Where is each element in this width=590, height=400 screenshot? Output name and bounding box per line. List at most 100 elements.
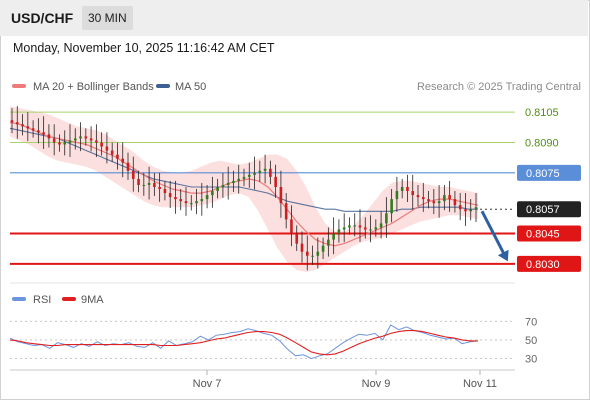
candle-body [226, 182, 230, 185]
rsi-tick-label-70: 70 [525, 316, 537, 328]
candle-body [374, 227, 378, 230]
candle-body [68, 140, 72, 143]
candle-body [269, 168, 272, 177]
candle-body [427, 199, 430, 202]
candle-body [174, 197, 177, 200]
rsi-tick-label-30: 30 [525, 354, 537, 366]
x-axis-layer: Nov 7 Nov 9 Nov 11 [193, 370, 497, 390]
level-label-r2: 0.8105 [525, 107, 559, 119]
candle-body [84, 136, 88, 139]
level-label-pivot: 0.8075 [526, 168, 560, 180]
candle-body [232, 180, 235, 183]
candle-body [353, 225, 357, 227]
candle-body [47, 134, 51, 139]
candle-body [95, 140, 98, 143]
candle-body [126, 162, 130, 171]
candle-body [443, 195, 446, 202]
candle-body [469, 209, 473, 212]
candle-body [247, 174, 251, 177]
projection-arrow-head [497, 249, 509, 262]
level-box-pivot [517, 164, 581, 181]
level-labels-layer: 0.8105 0.8090 0.8075 0.8057 0.8045 0.8030 [517, 107, 581, 272]
candle-body [416, 195, 420, 198]
rsi-legend-label: RSI [33, 294, 51, 306]
timeframe-badge[interactable]: 30 MIN [82, 6, 133, 30]
candle-body [195, 201, 198, 204]
ma20-legend-swatch [12, 84, 26, 88]
candle-body [327, 239, 330, 246]
x-tick-label: Nov 7 [193, 378, 222, 390]
candle-body [184, 201, 188, 204]
candle-body [42, 132, 45, 135]
level-label-s2: 0.8030 [526, 259, 560, 271]
bollinger-band-layer [10, 106, 478, 272]
candle-body [305, 251, 309, 256]
rsi-tick-label-50: 50 [525, 335, 537, 347]
candle-body [158, 186, 161, 190]
candle-body [100, 142, 103, 147]
candle-body [211, 191, 214, 196]
candle-body [448, 195, 451, 200]
candle-body [274, 176, 277, 187]
rsi-ma-legend-label: 9MA [81, 294, 104, 306]
bollinger-band [10, 106, 478, 272]
candle-body [332, 233, 335, 240]
candle-body [110, 150, 114, 155]
candlestick-layer [10, 106, 478, 271]
candle-body [121, 158, 125, 163]
candle-body [79, 136, 82, 139]
candle-body [369, 229, 372, 231]
candle-body [437, 201, 441, 204]
candle-body [379, 223, 383, 228]
candle-body [358, 225, 362, 228]
candle-body [63, 142, 67, 145]
rsi-panel-layer: 70 50 30 [9, 316, 537, 366]
ma50-legend-label: MA 50 [175, 81, 206, 93]
candle-body [89, 138, 93, 141]
candle-body [284, 203, 288, 220]
candle-body [58, 142, 61, 145]
projection-layer [480, 210, 509, 262]
x-tick-label: Nov 9 [362, 378, 391, 390]
level-label-s1: 0.8045 [526, 229, 560, 241]
candle-body [147, 182, 151, 185]
candle-body [168, 193, 172, 198]
candle-body [337, 229, 341, 234]
candle-body [237, 178, 241, 181]
candle-body [205, 195, 209, 200]
candle-body [116, 154, 119, 159]
candle-body [311, 255, 314, 257]
candle-body [390, 199, 393, 214]
level-label-r1: 0.8090 [525, 137, 559, 149]
level-label-last: 0.8057 [526, 204, 560, 216]
candle-body [458, 205, 462, 210]
candle-body [474, 207, 478, 210]
candle-body [52, 138, 56, 143]
candle-body [400, 186, 404, 192]
candle-body [142, 184, 146, 186]
projection-arrow-shaft [480, 210, 508, 259]
x-tick-label: Nov 11 [463, 378, 497, 390]
candle-body [295, 233, 299, 244]
chart-datetime: Monday, November 10, 2025 11:16:42 AM CE… [13, 41, 275, 55]
candle-body [453, 199, 457, 206]
copyright-text: Research © 2025 Trading Central [417, 81, 581, 93]
ma50-legend-swatch [156, 84, 170, 88]
ma20-legend-label: MA 20 + Bollinger Bands [33, 81, 154, 93]
candle-body [258, 170, 262, 173]
candle-body [21, 124, 24, 127]
candle-body [163, 189, 167, 194]
candle-body [26, 126, 30, 129]
candle-body [464, 209, 467, 212]
candle-body [153, 182, 156, 187]
candle-body [421, 197, 425, 200]
candle-body [290, 219, 293, 234]
rsi-ma-line [9, 330, 478, 356]
level-box-s1 [517, 225, 581, 242]
candle-body [200, 199, 204, 202]
candle-body [242, 176, 246, 179]
candle-body [131, 170, 135, 179]
candle-body [342, 227, 346, 230]
candle-body [37, 130, 40, 133]
